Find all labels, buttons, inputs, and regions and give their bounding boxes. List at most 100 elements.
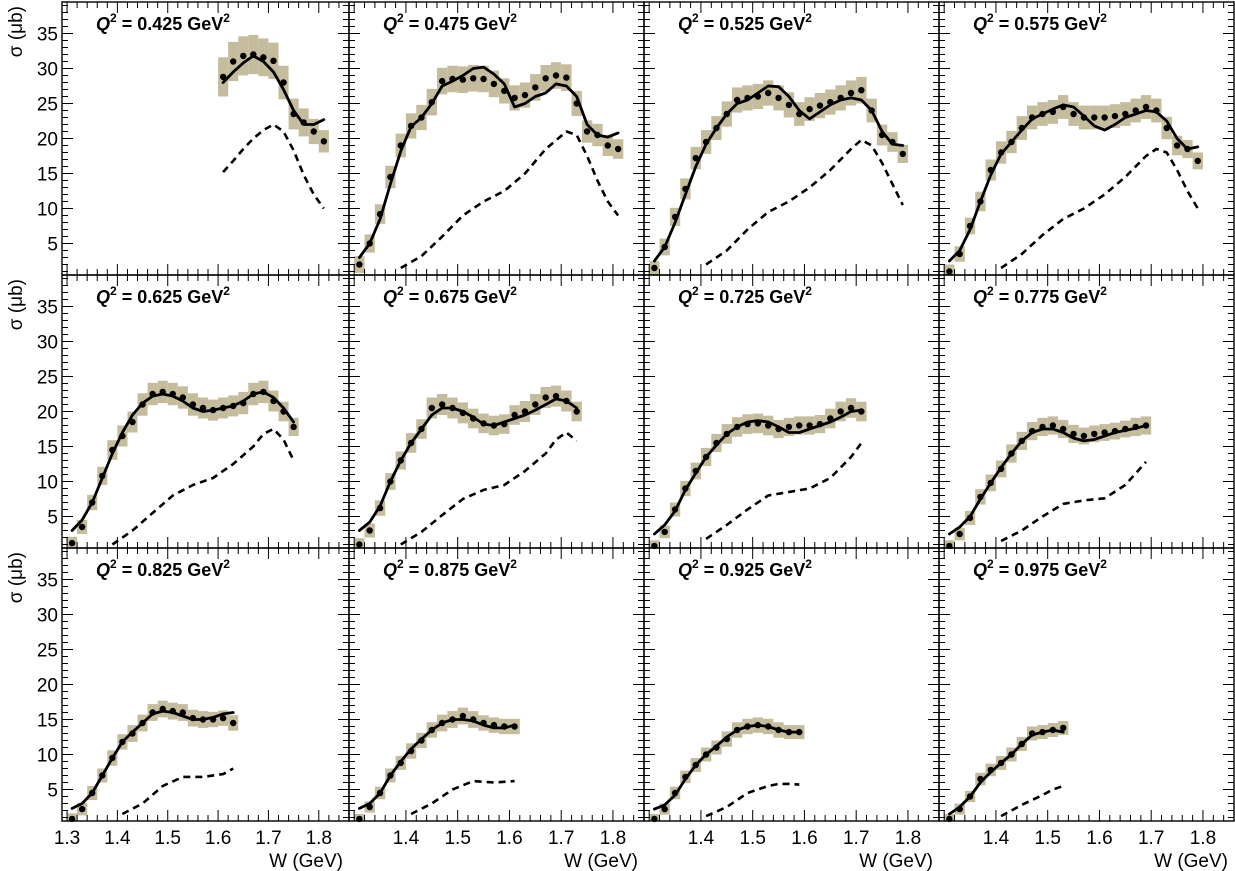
data-point [713,124,720,132]
data-point [977,493,984,501]
data-point [89,499,96,506]
data-point [956,805,963,813]
data-point [320,138,328,145]
data-point [1049,726,1057,734]
data-point [682,773,689,781]
panel-title: Q2 = 0.525 GeV2 [678,11,812,34]
data-point [682,485,689,492]
data-point [449,404,456,412]
data-point [480,420,487,427]
data-point [1070,110,1077,118]
data-point [997,759,1005,767]
data-point [563,397,570,405]
data-point [723,735,731,743]
x-tick-label: 1.6 [791,828,817,849]
data-point [1111,427,1119,435]
dashed-model-curve [1000,147,1199,270]
data-point [1153,107,1160,114]
data-point [987,479,994,487]
data-point [480,719,487,727]
data-point [78,805,86,813]
data-point [1028,427,1036,435]
data-point [1091,114,1098,121]
data-point [754,721,762,729]
data-point [119,432,126,440]
solid-fit-curve [70,390,296,532]
data-point [532,401,539,408]
data-point [1039,110,1046,118]
data-point [1101,114,1108,121]
data-point [229,58,237,65]
data-point [542,394,549,401]
x-tick-label: 1.5 [155,828,181,849]
y-tick-label: 5 [47,235,58,256]
data-point [366,240,373,247]
data-point [1060,103,1067,111]
data-point [139,401,146,408]
panel-5: Q2 = 0.675 GeV2 [348,274,645,549]
data-point [199,404,207,412]
data-point [78,523,86,531]
data-point [428,404,436,412]
data-point [290,423,297,431]
y-tick-label: 10 [37,473,58,494]
data-point [260,388,267,396]
data-point [733,726,741,734]
data-point [1049,422,1057,429]
data-point [209,406,217,414]
data-point [470,415,477,422]
data-point [1080,432,1088,440]
data-point [1111,112,1119,120]
data-point [480,75,487,83]
data-point [428,98,436,106]
data-point [1122,425,1129,433]
y-tick-label: 25 [37,641,58,662]
data-point [376,789,384,797]
data-point [765,723,772,730]
data-point [376,210,384,218]
solid-fit-curve [357,397,579,532]
data-point [796,422,803,429]
data-point [169,707,176,715]
data-point [661,243,668,251]
solid-fit-curve [221,54,326,126]
data-point [1028,730,1036,737]
x-tick-label: 1.8 [306,828,332,849]
data-point [418,114,425,121]
data-point [1028,114,1036,121]
x-tick-label: 1.5 [1034,828,1060,849]
data-point [671,213,679,221]
data-point [159,388,166,396]
x-axis-title: W (GeV) [859,851,933,871]
data-point [501,87,508,95]
data-point [754,420,762,427]
data-point [280,408,287,415]
data-point [723,430,731,438]
data-point [1039,423,1046,431]
data-point [179,394,187,401]
data-point [692,154,699,162]
data-point [827,415,834,422]
data-point [459,712,467,720]
data-point [796,110,803,118]
x-tick-label: 1.5 [739,828,765,849]
x-tick-label: 1.7 [255,828,281,849]
data-point [109,446,116,454]
y-tick-label: 30 [37,60,58,81]
data-point [470,75,477,82]
data-point [816,102,824,109]
data-point [847,404,855,412]
data-point [563,74,570,81]
data-point [806,422,813,429]
data-point [449,716,456,723]
y-tick-label: 20 [37,403,58,424]
data-point [209,716,217,723]
dashed-model-curve [222,123,325,210]
data-point [219,73,227,81]
panel-title: Q2 = 0.925 GeV2 [678,557,812,580]
data-point [179,709,187,716]
data-point [837,408,844,415]
data-point [189,401,197,408]
data-point [418,737,425,744]
data-point [1070,430,1077,438]
